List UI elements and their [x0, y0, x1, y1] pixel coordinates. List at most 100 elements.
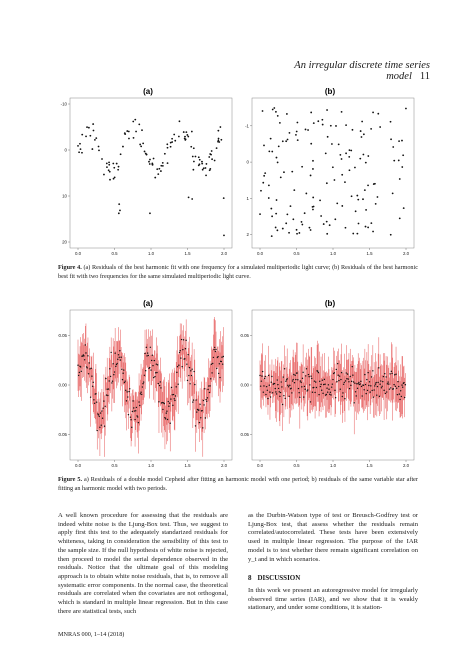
- figure5-panel-a-point: [135, 410, 137, 412]
- figure5-panel-b-point: [364, 383, 367, 386]
- figure4-panel-b-point: [367, 226, 370, 229]
- figure5-panel-b-point: [339, 388, 341, 390]
- figure4-panel-b-point: [291, 170, 294, 173]
- figure5-panel-a-point: [160, 387, 162, 389]
- figure4-panel-b-point: [356, 194, 359, 197]
- figure5-panel-a-point: [182, 339, 185, 341]
- figure5-panel-b-point: [370, 376, 373, 378]
- figure5-panel-b-y-tick-label: 0.00: [240, 383, 249, 388]
- figure5-panel-b-point: [368, 384, 370, 387]
- figure5-panel-b-point: [369, 391, 371, 393]
- figure5-panel-a-point: [125, 389, 127, 392]
- figure5-panel-b-point: [345, 372, 347, 374]
- figure5-panel-a-point: [193, 370, 195, 373]
- figure4-panel-a-point: [156, 168, 159, 171]
- figure4-panel-a-point: [144, 152, 147, 155]
- figure4-panel-a-point: [166, 146, 169, 149]
- figure5-panel-a-point: [198, 409, 200, 411]
- figure5-panel-a-point: [84, 344, 86, 346]
- figure5-panel-a: (a) 0.0 0.5 1.0 1.5 2.0 -0.05 0.00 0.05: [58, 296, 238, 468]
- figure4-panel-b-point: [326, 109, 328, 111]
- figure5-panel-a-point: [108, 380, 110, 382]
- figure5-panel-b-point: [368, 381, 371, 383]
- figure4-panel-b-point: [370, 128, 373, 130]
- figure4-panel-b-point: [274, 226, 277, 229]
- figure4-panel-a-point: [117, 165, 120, 168]
- figure5-panel-b-point: [341, 395, 343, 398]
- figure4-panel-b-point: [352, 232, 355, 235]
- figure4-panel-a-point: [132, 136, 135, 139]
- figure5-panel-b-point: [376, 394, 378, 396]
- figure4-panel-b-point: [325, 182, 328, 185]
- figure4-panel-b-point: [356, 232, 359, 235]
- figure4-panel-a-point: [217, 137, 220, 140]
- figure4-panel-a-point: [219, 126, 222, 128]
- figure5-panel-a-point: [191, 368, 193, 370]
- figure4-panel-b-x-tick-label: 0.5: [293, 251, 300, 256]
- figure5-panel-b-point: [363, 389, 365, 391]
- figure4-panel-b-point: [278, 121, 281, 124]
- figure5-panel-a-point: [101, 410, 103, 412]
- figure5-panel-a-point: [162, 408, 164, 411]
- figure5-panel-a-point: [203, 404, 205, 406]
- figure5-panel-a-point: [133, 407, 135, 409]
- figure5-panel-a-point: [99, 426, 101, 428]
- figure5-panel-a-point: [171, 394, 173, 396]
- figure5-panel-a-point: [202, 427, 204, 429]
- figure4-panel-a-point: [101, 158, 103, 160]
- figure5-panel-a-point: [107, 394, 109, 397]
- figure5-panel-b-point: [403, 396, 406, 399]
- figure5-panel-b-point: [404, 384, 407, 386]
- figure4-panel-a-point: [149, 158, 151, 161]
- figure4-panel-b-point: [276, 161, 279, 164]
- figure5-panel-b-point: [263, 377, 266, 380]
- figure5-panel-b-point: [389, 373, 391, 375]
- figure5-panel-a-point: [180, 338, 183, 341]
- figure4-panel-b-point: [398, 178, 401, 180]
- figure5-panel-a-point: [170, 398, 172, 400]
- figure5-panel-b-point: [291, 392, 293, 394]
- figure5-panel-b-point: [301, 377, 304, 380]
- figure5-panel-b-point: [281, 386, 283, 388]
- figure5-panel-a-point: [175, 386, 177, 388]
- figure4-panel-a-point: [105, 162, 108, 165]
- figure4-panel-a-point: [142, 142, 145, 145]
- figure5-panel-a-x-tick-label: 1.5: [184, 463, 191, 468]
- figure5-panel-a-point: [157, 382, 159, 385]
- figure4-panel-a-point: [158, 167, 161, 170]
- figure5-panel-b-point: [394, 385, 397, 388]
- figure5-panel-a-point: [146, 352, 149, 354]
- figure5-panel-a-point: [192, 401, 194, 403]
- figure4-panel-b-point: [367, 184, 369, 187]
- figure5-panel-b-point: [278, 391, 280, 393]
- figure4-panel-a-point: [154, 176, 157, 179]
- figure5-panel-b-point: [373, 389, 375, 391]
- figure4-panel-a-point: [77, 144, 79, 147]
- figure4-panel-a-point: [134, 118, 137, 121]
- figure5-panel-b-point: [367, 371, 369, 374]
- figure5-panel-a-point: [86, 367, 88, 369]
- figure4-panel-a-point: [128, 137, 130, 140]
- figure5-panel-a-point: [139, 393, 142, 395]
- running-header: An irregular discrete time series model 1…: [250, 60, 430, 82]
- figure4-panel-b-point: [391, 192, 394, 195]
- figure5-panel-a-point: [214, 350, 217, 353]
- figure4-panel-b-point: [296, 232, 298, 235]
- figure4-panel-a-point: [161, 165, 164, 167]
- figure5-panel-a-point: [122, 372, 124, 374]
- figure4-panel-a-point: [209, 153, 212, 155]
- figure4-panel-a-point: [223, 234, 225, 237]
- figure5-panel-b-point: [327, 384, 330, 386]
- figure4-panel-a-point: [79, 148, 82, 151]
- figure5-panel-b-point: [375, 381, 377, 384]
- figure4-panel-b-point: [392, 146, 395, 148]
- figure5-panel-a-point: [89, 368, 91, 370]
- figure4-panel-b-point: [357, 222, 360, 225]
- figure4-panel-a-point: [190, 145, 193, 148]
- figure5-panel-a-point: [141, 393, 143, 396]
- figure5-panel-a-point: [177, 383, 179, 385]
- right-paragraph: as the Durbin-Watson type of test or Bre…: [248, 512, 418, 563]
- figure5-panel-b-point: [267, 374, 270, 377]
- figure4-panel-b-point: [361, 120, 364, 123]
- figure5-panel-b-point: [299, 380, 302, 382]
